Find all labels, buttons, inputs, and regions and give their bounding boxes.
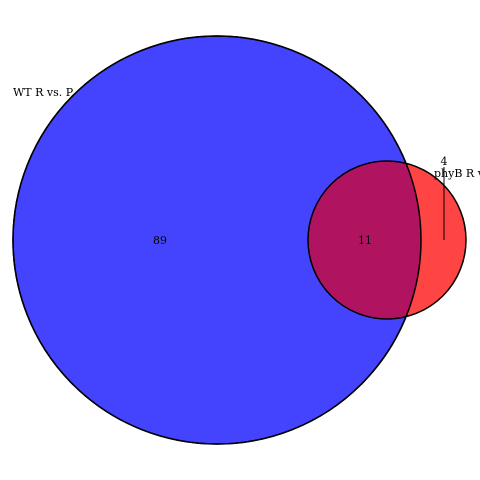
set-1-label: WT R vs. P xyxy=(13,86,74,99)
set-1-only-count: 89 xyxy=(153,234,167,247)
intersection-count: 11 xyxy=(358,234,372,247)
intersection-region xyxy=(308,161,421,319)
set-1-outline xyxy=(12,35,422,445)
set-2-label: phyB R vs. P xyxy=(434,167,480,180)
set-2-only-count: 4 xyxy=(441,155,448,168)
set-2-outline xyxy=(307,160,467,320)
